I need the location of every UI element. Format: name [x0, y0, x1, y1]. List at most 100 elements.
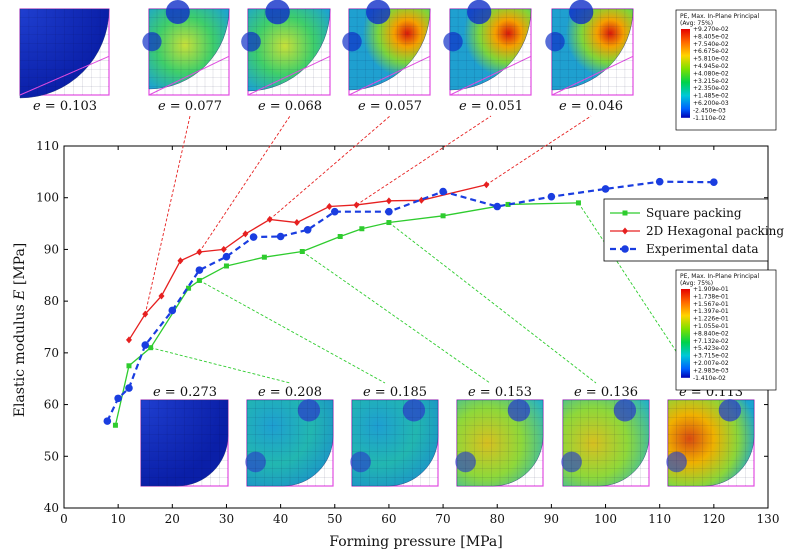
data-point-circle: [330, 207, 339, 216]
stress-blob: [350, 451, 371, 473]
data-point-circle: [125, 384, 133, 392]
leader-line-top: [486, 115, 592, 186]
x-tick-label: 100: [594, 512, 617, 526]
strain-label-symbol: e: [459, 99, 467, 114]
colorbar-bottom: PE, Max. In-Plane Principal(Avg: 75%)+1.…: [675, 269, 777, 391]
x-axis-label: Forming pressure [MPa]: [329, 534, 502, 550]
colorbar-tick-label: +4.945e-02: [693, 63, 729, 70]
stress-blob: [342, 31, 362, 52]
data-point-diamond: [125, 336, 132, 344]
y-tick-label: 40: [44, 501, 59, 515]
colorbar-tick-label: +8.840e-02: [693, 330, 729, 337]
leader-line-top: [199, 115, 291, 253]
bottom-thumbnail: [140, 399, 229, 487]
data-point-circle: [493, 202, 502, 211]
colorbar-tick-label: +8.405e-02: [693, 33, 729, 40]
stress-blob: [241, 31, 261, 52]
data-point-square: [299, 248, 305, 254]
series-layer: [103, 177, 718, 428]
x-axis-ticks: 0 10 20 30 40 50 60 70 80 90 100 110 120 130: [60, 146, 779, 526]
thumbnail-cut-line: [449, 55, 532, 96]
strain-label: e = 0.068: [258, 99, 322, 114]
top-thumbnail: [545, 0, 634, 96]
strain-label: e = 0.057: [358, 99, 422, 114]
data-point-circle: [601, 185, 610, 193]
x-tick-label: 40: [273, 512, 288, 526]
strain-label-symbol: e: [258, 99, 266, 114]
data-point-diamond: [385, 197, 392, 205]
colorbar-frame: [675, 9, 777, 131]
series-2d-hexagonal-packing: [125, 181, 490, 344]
data-point-square: [112, 422, 118, 428]
series-line: [114, 202, 579, 426]
legend-label: 2D Hexagonal packing: [646, 224, 784, 238]
colorbar-tick-label: -1.410e-02: [693, 375, 726, 382]
colorbar-tick-label: +9.270e-02: [693, 26, 729, 33]
x-tick-label: 130: [757, 512, 780, 526]
y-tick-label: 100: [36, 191, 59, 205]
stress-blob: [165, 0, 190, 24]
y-tick-label: 90: [44, 242, 59, 256]
colorbar-tick-label: +1.397e-01: [693, 308, 729, 315]
strain-label-symbol: e: [468, 385, 476, 400]
strain-label: e = 0.103: [33, 99, 97, 114]
strain-label: e = 0.208: [258, 385, 322, 400]
strain-label-symbol: e: [33, 99, 41, 114]
strain-label-value: = 0.103: [41, 99, 97, 114]
colorbar-tick-label: +1.055e-01: [693, 323, 729, 330]
leader-lines: [144, 115, 698, 384]
stress-blob: [561, 451, 582, 473]
stress-blob: [455, 451, 476, 473]
strain-label-value: = 0.136: [582, 385, 638, 400]
data-point-diamond: [242, 230, 249, 238]
strain-label-value: = 0.153: [476, 385, 532, 400]
data-point-square: [148, 345, 154, 351]
x-tick-label: 110: [648, 512, 671, 526]
y-tick-label: 80: [44, 294, 59, 308]
stress-blob: [613, 399, 637, 422]
data-point-circle: [621, 245, 629, 253]
data-point-circle: [222, 252, 231, 261]
strain-label-value: = 0.208: [266, 385, 322, 400]
data-point-circle: [249, 233, 258, 241]
data-point-diamond: [353, 201, 360, 209]
colorbar-scale: [681, 29, 690, 118]
colorbar-tick-label: +7.132e-02: [693, 338, 729, 345]
fem-mesh-region: [247, 8, 331, 92]
colorbar-frame: [675, 269, 777, 391]
colorbar-title: (Avg: 75%): [680, 280, 713, 287]
data-point-circle: [547, 192, 556, 201]
top-thumbnail: [342, 0, 431, 96]
stress-blob: [569, 0, 594, 25]
strain-label: e = 0.185: [363, 385, 427, 400]
series-line: [106, 180, 714, 422]
colorbar-title: PE, Max. In-Plane Principal: [680, 13, 759, 20]
stress-blob: [142, 32, 162, 52]
data-point-square: [126, 363, 132, 369]
strain-label-symbol: e: [559, 99, 567, 114]
leader-line-bottom: [199, 280, 386, 384]
thumbnail-cut-line: [148, 55, 230, 96]
data-point-circle: [385, 207, 393, 216]
data-point-square: [575, 200, 581, 206]
data-point-diamond: [158, 292, 165, 300]
strain-label: e = 0.273: [153, 385, 217, 400]
strain-label-value: = 0.077: [166, 99, 222, 114]
legend-label: Experimental data: [646, 242, 759, 256]
strain-label-symbol: e: [358, 99, 366, 114]
fem-thumbnails-bottom: e = 0.273 e = 0.208 e = 0.185 e = 0.153 e = …: [140, 385, 755, 487]
data-point-diamond: [177, 257, 184, 265]
data-point-diamond: [142, 310, 149, 318]
colorbar-tick-label: +2.350e-02: [693, 85, 729, 92]
colorbar-tick-label: +1.485e-02: [693, 93, 729, 100]
bottom-thumbnail: [666, 399, 755, 487]
data-point-square: [196, 277, 202, 283]
colorbar-tick-label: +2.007e-02: [693, 360, 729, 367]
strain-label: e = 0.051: [459, 99, 523, 114]
top-thumbnail: [443, 0, 532, 96]
colorbar-tick-label: -2.450e-03: [693, 107, 726, 114]
bottom-thumbnail: [350, 399, 439, 487]
colorbar-tick-label: +5.810e-02: [693, 56, 729, 63]
strain-label-symbol: e: [258, 385, 266, 400]
leader-line-bottom: [578, 202, 698, 384]
